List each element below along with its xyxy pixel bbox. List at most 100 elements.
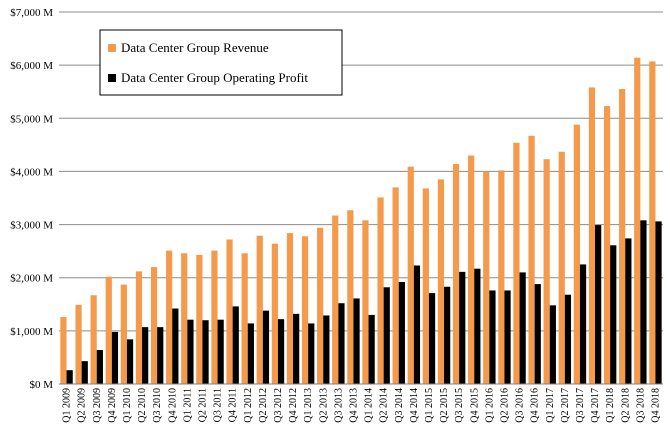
operating-profit-bar: [111, 331, 119, 384]
x-tick-label: Q2 2016: [499, 388, 510, 423]
operating-profit-bar: [444, 286, 451, 384]
operating-profit-bar: [187, 319, 194, 384]
x-tick-label: Q4 2018: [650, 388, 661, 423]
x-tick-label: Q2 2018: [620, 388, 631, 423]
revenue-bar: [301, 236, 309, 384]
operating-profit-bar: [232, 306, 239, 384]
x-tick-label: Q4 2015: [469, 388, 480, 423]
revenue-bar: [528, 135, 535, 384]
revenue-bar: [256, 235, 263, 384]
operating-profit-bar: [564, 294, 572, 384]
revenue-bar: [105, 276, 112, 384]
operating-profit-bar: [81, 361, 88, 384]
revenue-bar: [347, 210, 354, 384]
revenue-bar: [241, 253, 248, 384]
x-tick-label: Q2 2011: [197, 388, 208, 422]
y-tick-label: $4,000 M: [10, 166, 53, 178]
operating-profit-bar: [126, 339, 134, 384]
x-tick-label: Q3 2011: [213, 388, 224, 422]
x-tick-label: Q2 2012: [258, 388, 269, 423]
operating-profit-bar: [202, 320, 209, 384]
legend: Data Center Group Revenue Data Center Gro…: [99, 29, 343, 96]
revenue-bar: [362, 220, 369, 384]
y-tick-label: $6,000 M: [10, 60, 53, 72]
x-tick-label: Q4 2013: [348, 388, 359, 423]
revenue-bar: [558, 151, 565, 384]
operating-profit-bar: [534, 284, 541, 384]
x-tick-label: Q1 2011: [182, 388, 193, 422]
legend-swatch-operating-profit: [108, 74, 116, 82]
x-tick-label: Q1 2009: [62, 388, 73, 423]
revenue-bar: [166, 250, 173, 384]
revenue-bar: [286, 233, 294, 384]
revenue-bar: [634, 57, 641, 384]
revenue-bar: [211, 250, 218, 384]
revenue-bar: [271, 243, 278, 384]
operating-profit-bar: [549, 305, 556, 384]
operating-profit-bar: [595, 225, 602, 384]
revenue-bar: [377, 197, 384, 384]
x-tick-label: Q4 2010: [167, 388, 178, 423]
bars: [60, 57, 662, 385]
operating-profit-bar: [308, 323, 315, 384]
y-tick-label: $0 M: [29, 379, 53, 391]
y-tick-label: $3,000 M: [10, 220, 53, 232]
revenue-bar: [422, 188, 429, 384]
legend-label: Data Center Group Operating Profit: [121, 70, 308, 85]
x-tick-label: Q1 2013: [303, 388, 314, 423]
revenue-bar: [573, 124, 580, 384]
revenue-bar: [468, 155, 475, 384]
operating-profit-bar: [96, 349, 103, 384]
x-tick-label: Q1 2016: [484, 388, 495, 423]
revenue-bar: [392, 187, 399, 384]
operating-profit-bar: [142, 327, 149, 384]
x-tick-label: Q1 2010: [122, 388, 133, 423]
x-tick-label: Q4 2012: [288, 388, 299, 423]
revenue-bar: [332, 215, 339, 384]
revenue-bar: [452, 163, 460, 384]
revenue-bar: [90, 295, 97, 384]
x-tick-label: Q1 2018: [605, 388, 616, 423]
x-tick-label: Q3 2015: [454, 388, 465, 423]
x-tick-label: Q1 2014: [364, 388, 375, 423]
revenue-bar: [483, 171, 490, 384]
revenue-bar: [226, 239, 233, 384]
x-tick-label: Q3 2016: [515, 388, 526, 423]
y-tick-label: $5,000 M: [10, 113, 53, 125]
revenue-bar: [588, 87, 596, 385]
x-tick-label: Q3 2014: [394, 388, 405, 423]
operating-profit-bar: [293, 313, 300, 384]
legend-box: [99, 29, 343, 96]
revenue-bar: [75, 304, 82, 384]
operating-profit-bar: [640, 220, 647, 384]
revenue-bar: [150, 267, 158, 384]
operating-profit-bar: [157, 327, 164, 384]
revenue-bar: [619, 89, 626, 384]
revenue-bar: [603, 106, 611, 384]
revenue-bar: [649, 61, 656, 385]
operating-profit-bar: [247, 323, 254, 384]
revenue-bar: [196, 254, 203, 384]
x-tick-label: Q4 2009: [107, 388, 118, 423]
revenue-bar: [120, 284, 127, 384]
x-tick-label: Q2 2017: [560, 388, 571, 423]
x-tick-label: Q2 2013: [318, 388, 329, 423]
revenue-bar: [407, 166, 414, 384]
operating-profit-bar: [217, 319, 224, 384]
operating-profit-bar: [66, 370, 73, 384]
x-tick-label: Q1 2012: [243, 388, 254, 423]
x-tick-label: Q3 2009: [92, 388, 103, 423]
operating-profit-bar: [262, 310, 270, 384]
revenue-bar: [513, 142, 520, 384]
operating-profit-bar: [413, 265, 421, 384]
operating-profit-bar: [459, 271, 466, 384]
x-tick-label: Q2 2009: [77, 388, 88, 423]
operating-profit-bar: [383, 287, 390, 384]
x-tick-label: Q4 2016: [530, 388, 541, 423]
revenue-bar: [60, 317, 67, 384]
operating-profit-bar: [323, 315, 330, 384]
x-tick-label: Q3 2013: [333, 388, 344, 423]
x-tick-label: Q4 2014: [409, 388, 420, 423]
y-tick-label: $1,000 M: [10, 326, 53, 338]
